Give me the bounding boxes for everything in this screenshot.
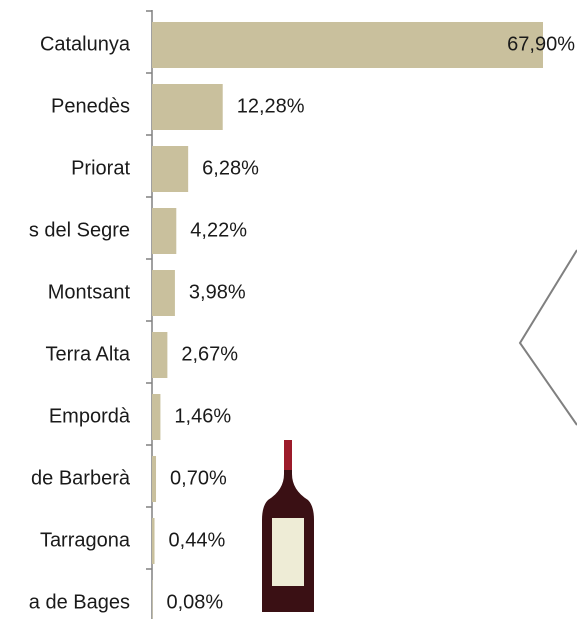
bar <box>152 22 543 68</box>
value-label: 67,90% <box>507 33 575 55</box>
bar <box>152 332 168 378</box>
plot-area: Catalunya 67,90% Penedès 12,28% Priorat 6,28%… <box>29 10 575 619</box>
bar <box>152 456 157 502</box>
decoration <box>262 249 577 612</box>
category-label: Tarragona <box>40 529 131 551</box>
category-label: Terra Alta <box>46 343 131 365</box>
wine-bottle-icon <box>262 440 314 612</box>
bar <box>152 394 161 440</box>
value-label: 0,44% <box>169 529 226 551</box>
value-label: 2,67% <box>181 343 238 365</box>
value-label: 3,98% <box>189 281 246 303</box>
category-label: Catalunya <box>40 33 131 55</box>
bar <box>152 84 223 130</box>
value-label: 0,08% <box>166 591 223 613</box>
value-label: 1,46% <box>174 405 231 427</box>
bar <box>152 146 189 192</box>
category-label: a de Bages <box>29 591 130 613</box>
category-label: Penedès <box>51 95 130 117</box>
category-label: Empordà <box>49 405 131 427</box>
category-label: s del Segre <box>29 219 130 241</box>
category-label: de Barberà <box>31 467 131 489</box>
value-label: 12,28% <box>237 95 305 117</box>
bar <box>152 270 175 316</box>
bar <box>152 208 177 254</box>
category-label: Priorat <box>71 157 130 179</box>
value-label: 6,28% <box>202 157 259 179</box>
bar <box>152 518 155 564</box>
value-label: 4,22% <box>190 219 247 241</box>
value-label: 0,70% <box>170 467 227 489</box>
category-label: Montsant <box>48 281 131 303</box>
